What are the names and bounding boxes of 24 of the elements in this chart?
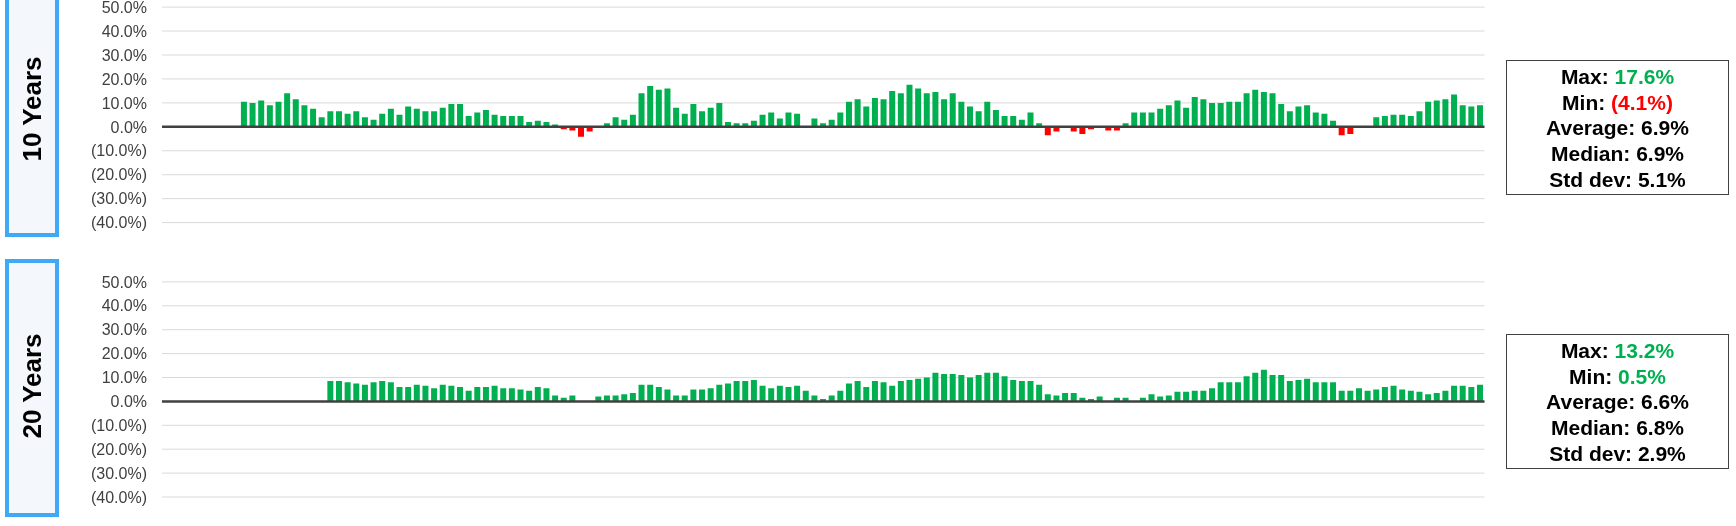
y-tick-label: 30.0% [101, 46, 147, 64]
y-tick-label: 50.0% [101, 273, 147, 291]
y-tick-label: (10.0%) [90, 142, 147, 160]
y-tick-label: (40.0%) [90, 214, 147, 232]
y-tick-label: (20.0%) [90, 166, 147, 184]
text: 10 Years [16, 55, 47, 162]
y-tick-label: 20.0% [101, 70, 147, 88]
y-tick-label: 30.0% [101, 321, 147, 339]
summary-box: Max: 13.2% Min: 0.5% Average: 6.6% Median: 6.8% Std dev: 2.9% [1506, 334, 1729, 469]
y-tick-label: (20.0%) [90, 440, 147, 458]
y-tick-label: 50.0% [101, 0, 147, 16]
y-tick-label: 10.0% [101, 94, 147, 112]
y-tick-label: 40.0% [101, 297, 147, 315]
y-tick-label: (10.0%) [90, 416, 147, 434]
y-tick-label: (30.0%) [90, 464, 147, 482]
y-tick-label: 0.0% [110, 118, 147, 136]
summary-box: Max: 17.6% Min: (4.1%) Average: 6.9% Median: 6.9% Std dev: 5.1% [1506, 60, 1729, 195]
y-tick-label: 20.0% [101, 345, 147, 363]
y-tick-label: 10.0% [101, 369, 147, 387]
text: 20 Years [16, 332, 47, 439]
y-tick-label: (30.0%) [90, 190, 147, 208]
y-tick-label: 40.0% [101, 22, 147, 40]
y-tick-label: 0.0% [110, 393, 147, 411]
y-tick-label: (40.0%) [90, 488, 147, 506]
